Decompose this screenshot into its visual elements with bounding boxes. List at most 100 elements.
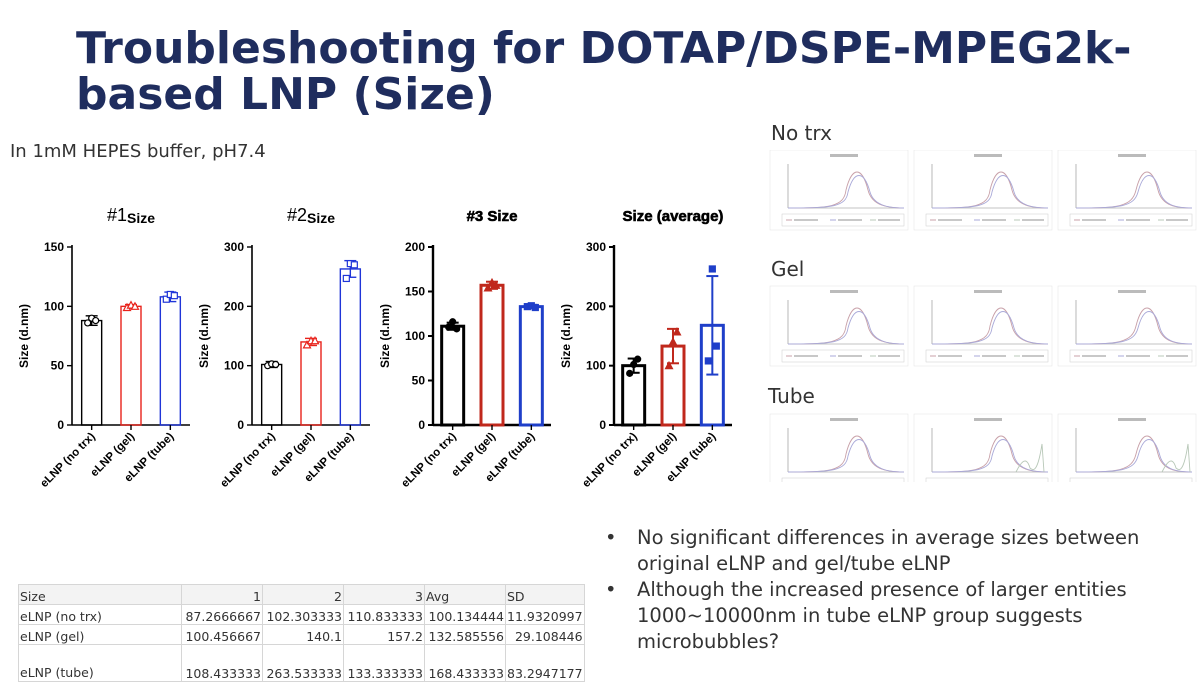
size-distribution-curve [787, 311, 905, 345]
bar-3 [339, 268, 362, 426]
size-distribution-curve [787, 435, 905, 473]
chart-2: #2Size Size (d.nm) 0 100 200 300 eLNP (no trx)… [197, 205, 370, 490]
legend-text-mark [794, 219, 818, 221]
header-cell: Size [18, 584, 182, 605]
data-point [712, 342, 720, 350]
legend-text-mark [982, 219, 1006, 221]
slide-subtitle: In 1mM HEPES buffer, pH7.4 [10, 141, 266, 162]
size-distribution-curve [787, 307, 905, 345]
header-cell: SD [505, 584, 585, 605]
legend-text-mark [838, 355, 862, 357]
y-tick-label: 200 [586, 299, 606, 313]
data-point [491, 280, 501, 289]
table-cell: 108.433333 [181, 644, 263, 682]
distribution-thumbnails-svg [769, 149, 1197, 495]
size-distribution-curve [931, 175, 1049, 209]
x-tick-label: eLNP (no trx) [580, 431, 640, 491]
x-tick-label: eLNP (no trx) [399, 431, 459, 491]
y-tick-label: 100 [44, 299, 64, 313]
distribution-thumbnail [1057, 413, 1197, 495]
legend-text-mark [1166, 219, 1188, 221]
slide-title: Troubleshooting for DOTAP/DSPE-MPEG2k-ba… [76, 23, 1132, 120]
y-tick-label: 0 [237, 418, 244, 432]
chart-4: Size (average) Size (d.nm) 0 100 200 300 eLNP … [559, 208, 732, 490]
table-cell: 87.2666667 [181, 604, 263, 625]
distribution-thumbnail [913, 285, 1053, 367]
legend-text-mark [1166, 355, 1188, 357]
legend-text-mark [1126, 355, 1150, 357]
size-distribution-curve [931, 311, 1049, 345]
y-tick-label: 100 [586, 359, 606, 373]
size-distribution-curve [1075, 439, 1193, 473]
y-axis-label: Size (d.nm) [17, 304, 31, 368]
thumb-label-tube: Tube [768, 384, 815, 408]
bar-2 [300, 341, 322, 426]
bullet-item: No significant differences in average si… [605, 525, 1195, 577]
data-point [672, 327, 682, 336]
table-cell: 263.533333 [262, 644, 344, 682]
data-point [130, 301, 140, 310]
legend-text-mark [838, 219, 862, 221]
data-point [162, 295, 170, 303]
y-tick-label: 150 [405, 285, 425, 299]
chart-title: Size (average) [623, 208, 724, 225]
bar-charts-panel: #1Size Size (d.nm) 0 50 100 150 eLNP (no trx) e… [0, 195, 760, 525]
size-data-table: Size 1 2 3 Avg SD eLNP (no trx) 87.26666… [18, 584, 585, 682]
y-tick-label: 0 [599, 418, 606, 432]
legend-text-mark [938, 219, 962, 221]
bar-3 [518, 305, 544, 427]
bar-1 [260, 363, 283, 426]
chart-title: #2Size [287, 205, 335, 226]
y-axis-label: Size (d.nm) [559, 304, 573, 368]
table-row: eLNP (gel) 100.456667 140.1 157.2 132.58… [18, 624, 585, 645]
data-point [630, 360, 638, 369]
data-point [531, 303, 539, 312]
table-cell: 83.2947177 [505, 644, 585, 682]
table-cell: eLNP (tube) [18, 644, 182, 682]
thumb-label-no-trx: No trx [771, 121, 832, 145]
header-cell: 1 [181, 584, 263, 605]
size-distribution-curve [787, 171, 905, 209]
distribution-thumbnail [769, 413, 909, 495]
distribution-thumbnails [766, 149, 1200, 495]
y-tick-label: 150 [44, 240, 64, 254]
legend-text-mark [1082, 355, 1106, 357]
data-point [449, 318, 457, 326]
data-point [302, 340, 312, 349]
thumbnail-title-mark [1118, 418, 1146, 421]
x-tick-label: eLNP (no trx) [38, 431, 98, 491]
data-point [664, 360, 674, 370]
data-point [668, 337, 678, 346]
data-point [342, 274, 350, 283]
legend-text-mark [1082, 219, 1106, 221]
distribution-thumbnail [1057, 149, 1197, 231]
legend-text-mark [878, 355, 900, 357]
table-cell: 133.333333 [343, 644, 425, 682]
distribution-thumbnail [769, 149, 909, 231]
thumbnail-title-mark [974, 154, 1002, 157]
thumbnail-title-mark [1118, 290, 1146, 293]
size-distribution-curve [1075, 175, 1193, 209]
thumbnail-title-mark [974, 418, 1002, 421]
distribution-thumbnail [913, 149, 1053, 231]
bar-1 [621, 364, 647, 427]
table-cell: 140.1 [262, 624, 344, 645]
data-point [350, 261, 358, 269]
size-distribution-curve [931, 435, 1049, 473]
legend-text-mark [938, 355, 962, 357]
thumbnail-title-mark [830, 154, 858, 157]
y-tick-label: 300 [224, 240, 244, 254]
data-point [170, 292, 178, 300]
data-point [310, 335, 320, 345]
data-point [84, 319, 92, 327]
size-distribution-curve [931, 439, 1049, 473]
size-distribution-curve [1075, 311, 1193, 345]
header-cell: Avg [424, 584, 506, 605]
size-distribution-curve [787, 175, 905, 209]
thumbnail-legend [925, 477, 1049, 491]
y-tick-label: 50 [412, 374, 426, 388]
conclusion-bullets: No significant differences in average si… [605, 525, 1195, 655]
y-axis-label: Size (d.nm) [197, 304, 211, 368]
table-cell: 110.833333 [343, 604, 425, 625]
y-tick-label: 300 [586, 240, 606, 254]
